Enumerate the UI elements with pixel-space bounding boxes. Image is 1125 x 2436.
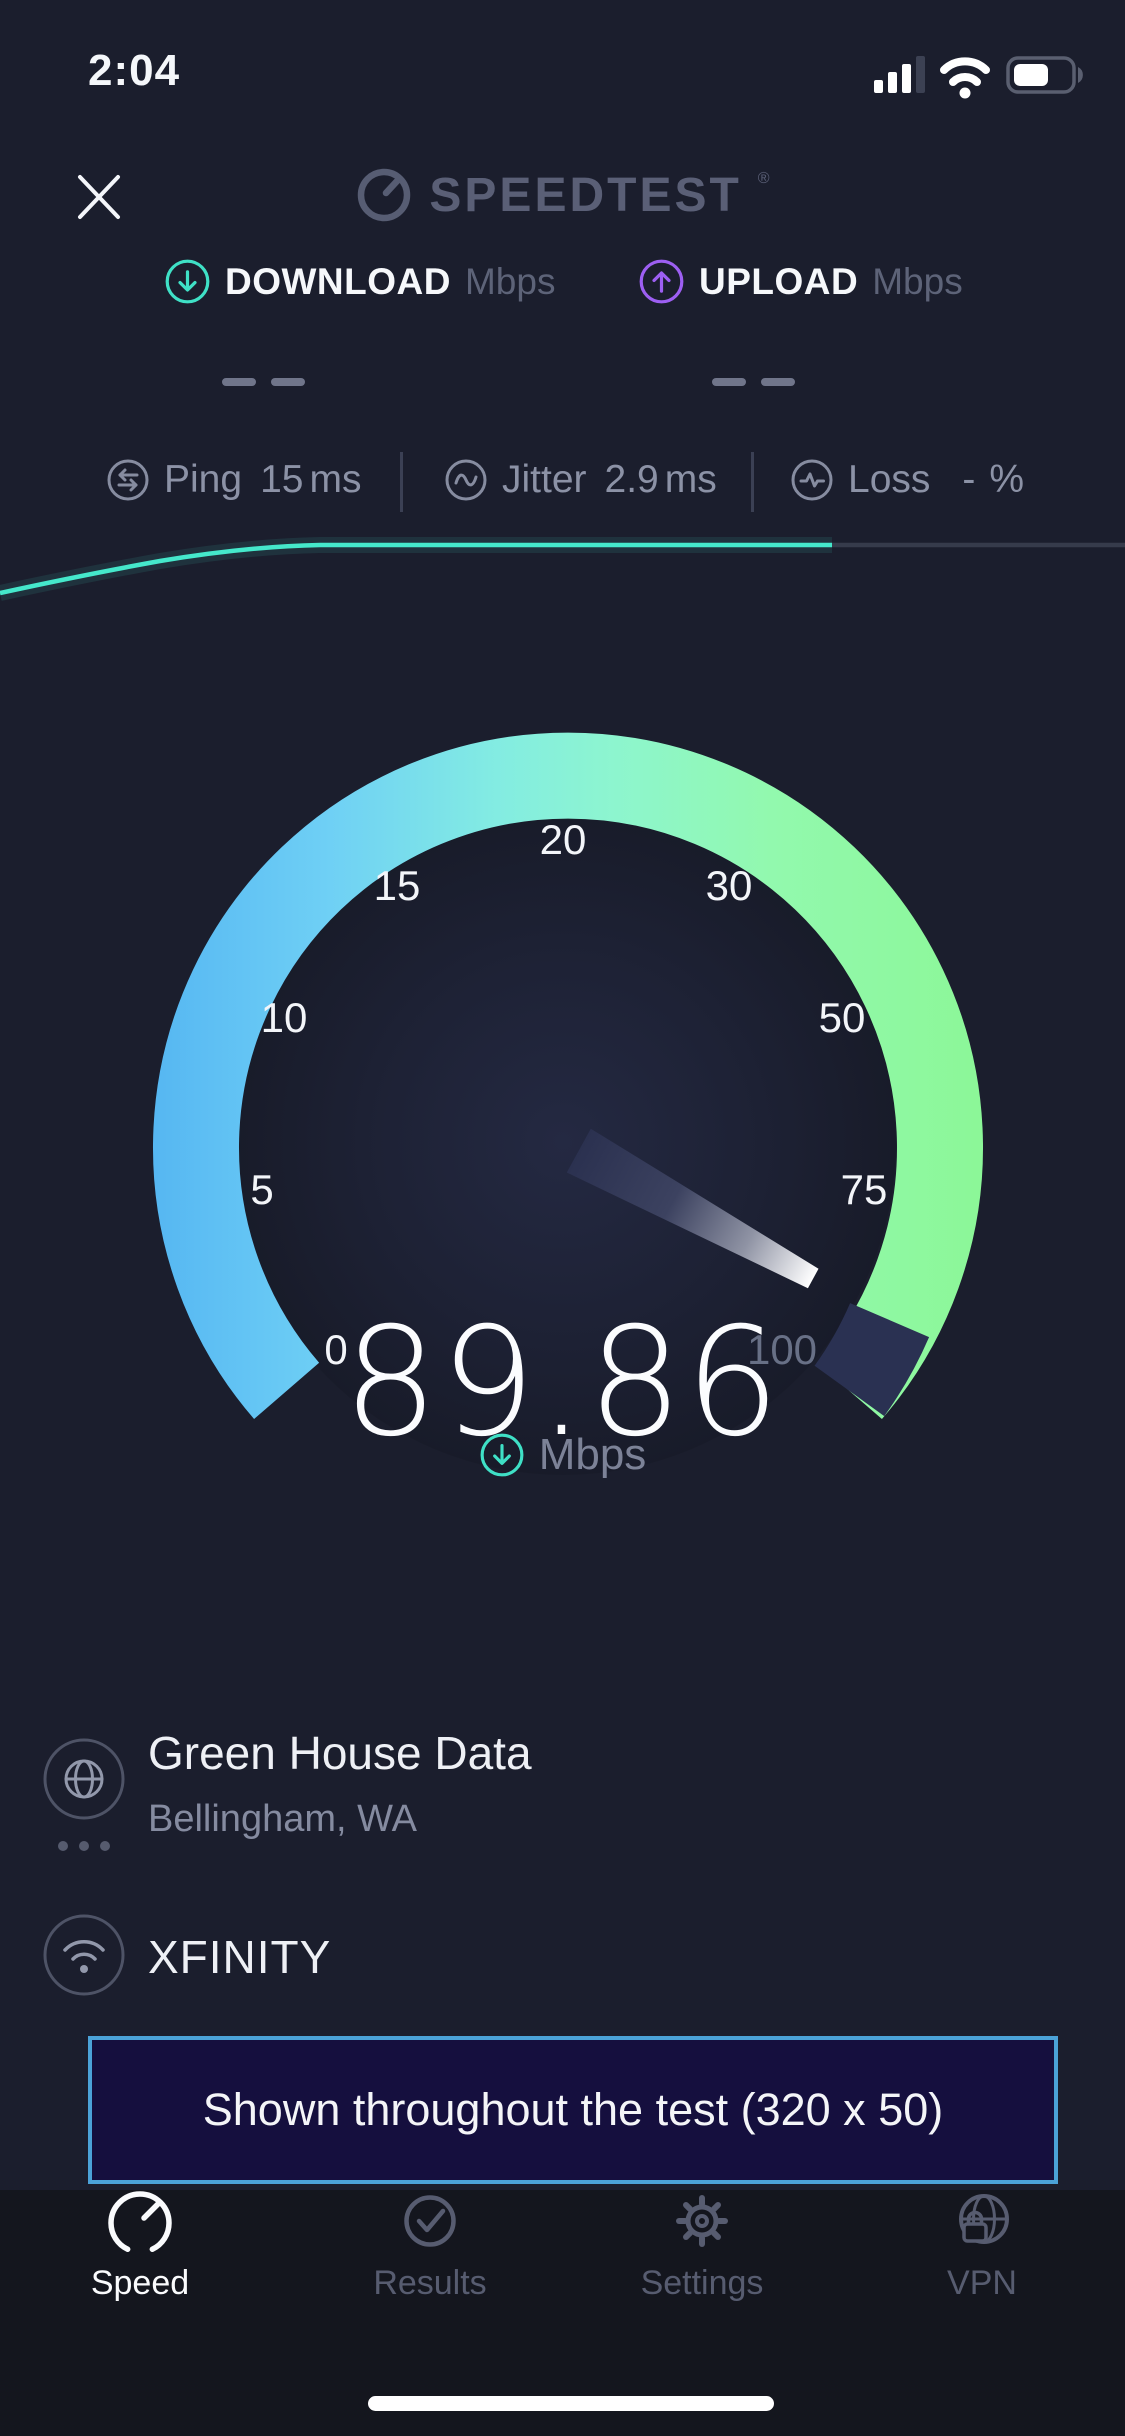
current-speed-unit-row: Mbps <box>0 1430 1125 1480</box>
gauge-scale-label-50: 50 <box>818 994 866 1041</box>
loss-stat: Loss - % <box>790 458 1024 502</box>
tab-bar: Speed Results Settings <box>0 2190 1125 2436</box>
gauge-arc <box>153 732 983 1419</box>
jitter-stat: Jitter 2.9 ms <box>444 458 717 502</box>
upload-value-placeholder <box>712 378 795 386</box>
gauge-needle <box>566 1128 819 1289</box>
results-check-icon <box>404 2195 456 2247</box>
download-value-placeholder <box>222 378 305 386</box>
speedtest-gauge-icon <box>358 168 411 222</box>
tab-settings-label: Settings <box>640 2264 764 2302</box>
ping-icon <box>107 459 149 501</box>
upload-metric-header: UPLOAD Mbps <box>638 258 963 305</box>
ping-stat: Ping 15 ms <box>106 458 361 502</box>
registered-mark: ® <box>757 170 770 187</box>
gauge-scale-label-20: 20 <box>539 816 587 863</box>
tab-speed[interactable]: Speed <box>40 2190 240 2303</box>
settings-gear-icon <box>676 2195 728 2247</box>
gauge-face <box>230 809 896 1475</box>
gauge-scale-label-75: 75 <box>840 1166 888 1213</box>
speed-gauge-icon <box>108 2191 172 2255</box>
server-name: Green House Data <box>148 1727 532 1779</box>
vpn-globe-lock-icon <box>959 2194 1009 2244</box>
latency-divider-1 <box>400 452 403 512</box>
tab-vpn[interactable]: VPN <box>882 2190 1082 2303</box>
download-arrow-icon <box>480 1433 524 1477</box>
tab-results-label: Results <box>373 2264 487 2302</box>
speedtest-logo: SPEEDTEST ® <box>0 166 1125 224</box>
server-location: Bellingham, WA <box>148 1798 417 1840</box>
cellular-signal-icon <box>874 56 925 93</box>
gauge-scale-label-10: 10 <box>260 994 308 1041</box>
ping-value: 15 <box>260 458 304 501</box>
upload-label: UPLOAD <box>699 260 859 302</box>
loss-unit: % <box>989 458 1025 501</box>
ping-label: Ping <box>164 458 243 501</box>
loss-label: Loss <box>848 458 931 501</box>
gauge-scale-label-0: 0 <box>324 1326 348 1373</box>
latency-divider-2 <box>751 452 754 512</box>
upload-arrow-icon <box>639 259 684 304</box>
gauge-scale-label-30: 30 <box>705 862 753 909</box>
ad-banner-text: Shown throughout the test (320 x 50) <box>202 2084 944 2135</box>
ad-banner[interactable]: Shown throughout the test (320 x 50) <box>88 2036 1058 2184</box>
download-label: DOWNLOAD <box>225 260 451 302</box>
jitter-unit: ms <box>664 458 717 501</box>
wifi-icon <box>940 57 990 99</box>
gauge-scale-label-15: 15 <box>373 862 421 909</box>
tab-settings[interactable]: Settings <box>602 2190 802 2303</box>
jitter-icon <box>445 459 487 501</box>
loss-value: - <box>962 458 976 501</box>
jitter-value: 2.9 <box>604 458 659 501</box>
tab-results[interactable]: Results <box>330 2190 530 2303</box>
tab-vpn-label: VPN <box>947 2264 1017 2302</box>
close-button[interactable] <box>74 172 124 222</box>
battery-icon <box>1006 56 1083 94</box>
logo-wordmark: SPEEDTEST <box>429 168 742 222</box>
upload-unit: Mbps <box>872 260 963 302</box>
isp-name: XFINITY <box>148 1931 332 1983</box>
ping-unit: ms <box>309 458 362 501</box>
download-metric-header: DOWNLOAD Mbps <box>164 258 555 305</box>
close-icon <box>78 175 120 219</box>
status-bar-time: 2:04 <box>88 46 181 95</box>
gauge-scale-label-100: 100 <box>746 1326 818 1373</box>
jitter-label: Jitter <box>502 458 587 501</box>
more-options-dots-icon[interactable] <box>56 1840 114 1852</box>
wifi-connection-icon <box>43 1914 125 1996</box>
status-bar-icons <box>874 56 1083 99</box>
chart-speed-line <box>0 542 832 596</box>
download-arrow-icon <box>165 259 210 304</box>
download-unit: Mbps <box>464 260 556 302</box>
globe-icon <box>43 1738 125 1820</box>
packet-loss-icon <box>791 459 833 501</box>
gauge-arc-remainder <box>814 1302 930 1417</box>
gauge-scale-label-5: 5 <box>250 1166 274 1213</box>
current-speed-unit: Mbps <box>538 1430 647 1479</box>
tab-speed-label: Speed <box>90 2264 190 2302</box>
home-indicator[interactable] <box>368 2396 774 2411</box>
current-speed-value: 89.86 <box>342 1296 783 1470</box>
